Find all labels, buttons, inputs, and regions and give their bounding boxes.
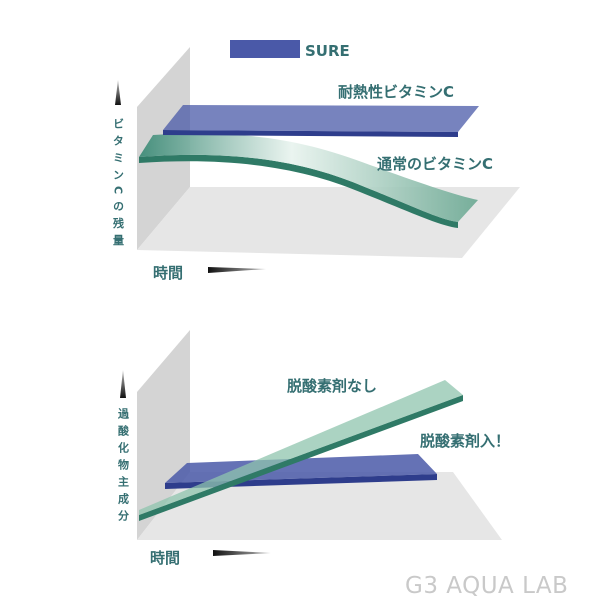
- top-chart: SURE 耐熱性ビタミンC 通常のビタミンC ビタミンCの残量 時間: [112, 40, 520, 282]
- series-stable-label: 耐熱性ビタミンC: [338, 83, 454, 101]
- y-axis-arrow-icon: [115, 80, 121, 105]
- series-without-label: 脱酸素剤なし: [287, 377, 377, 395]
- x-axis-label: 時間: [150, 549, 180, 567]
- watermark: G3 AQUA LAB: [405, 573, 568, 599]
- stable-vitamin-c-bar: [163, 105, 479, 137]
- x-axis-label: 時間: [153, 264, 183, 282]
- normal-vitamin-c-ribbon: [139, 133, 478, 228]
- legend-label: SURE: [305, 42, 350, 60]
- x-axis-arrow-icon: [208, 267, 266, 273]
- y-axis-label: ビタミンCの残量: [112, 118, 125, 251]
- without-absorber-bar: [139, 380, 463, 521]
- legend-swatch: [230, 40, 300, 58]
- x-axis-arrow-icon: [213, 550, 271, 556]
- y-axis-arrow-icon: [120, 370, 126, 398]
- y-axis-label: 過酸化物主成分: [117, 407, 131, 527]
- floor: [137, 472, 502, 540]
- series-normal-label: 通常のビタミンC: [377, 155, 493, 173]
- series-with-label: 脱酸素剤入！: [420, 432, 510, 450]
- bottom-chart: 脱酸素剤なし 脱酸素剤入！ 過酸化物主成分 時間: [117, 330, 510, 567]
